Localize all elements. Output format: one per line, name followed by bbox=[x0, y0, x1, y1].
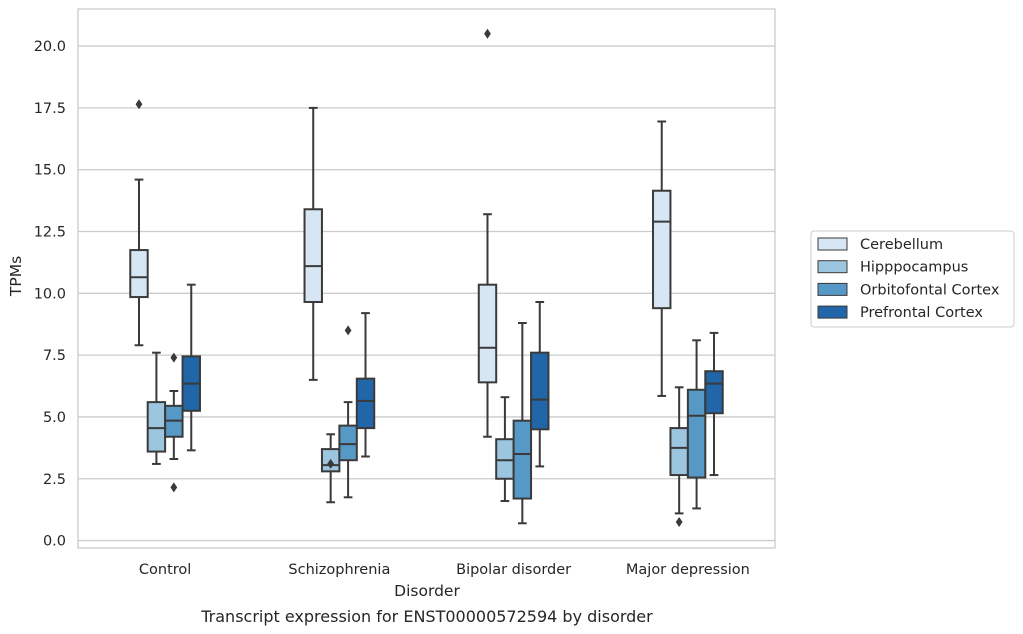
box-prefrontal-cortex bbox=[355, 312, 376, 458]
iqr-box bbox=[355, 377, 376, 430]
iqr-box bbox=[652, 189, 672, 310]
outlier-point bbox=[327, 458, 335, 469]
outlier-point bbox=[170, 482, 178, 493]
iqr-box bbox=[530, 351, 550, 431]
boxes bbox=[129, 28, 724, 528]
box-orbitofontal-cortex bbox=[338, 325, 358, 499]
iqr-box bbox=[146, 401, 167, 453]
iqr-box bbox=[477, 283, 498, 384]
y-tick-label: 17.5 bbox=[34, 101, 66, 117]
y-tick-label: 20.0 bbox=[34, 39, 66, 55]
y-tick-label: 5.0 bbox=[43, 410, 66, 426]
box-prefrontal-cortex bbox=[530, 300, 550, 468]
outlier-point bbox=[484, 28, 491, 39]
iqr-box bbox=[338, 424, 358, 462]
iqr-box bbox=[669, 427, 689, 477]
x-axis-ticks: Control Schizophrenia Bipolar disorder Majo… bbox=[139, 562, 750, 578]
y-axis-title: TPMs bbox=[7, 256, 25, 297]
iqr-box bbox=[704, 370, 724, 415]
x-tick-label: Schizophrenia bbox=[288, 562, 390, 578]
legend-label: Prefrontal Cortex bbox=[860, 305, 983, 321]
legend-swatch bbox=[817, 260, 848, 274]
box-orbitofontal-cortex bbox=[164, 352, 184, 493]
y-tick-label: 7.5 bbox=[43, 348, 66, 364]
legend-frame bbox=[810, 230, 1015, 328]
box-orbitofontal-cortex bbox=[512, 322, 533, 525]
outlier-point bbox=[675, 517, 683, 528]
legend-label: Hipppocampus bbox=[860, 260, 968, 276]
y-tick-label: 10.0 bbox=[34, 286, 66, 302]
outlier-point bbox=[135, 99, 143, 110]
box-orbitofontal-cortex bbox=[686, 339, 707, 510]
box-hipppocampus bbox=[146, 351, 167, 465]
y-tick-label: 2.5 bbox=[43, 472, 66, 488]
outlier-point bbox=[170, 352, 178, 363]
outlier-point bbox=[344, 325, 352, 336]
gridlines bbox=[78, 45, 775, 542]
x-axis-title: Disorder bbox=[394, 582, 460, 600]
y-tick-label: 0.0 bbox=[43, 534, 66, 550]
x-tick-label: Control bbox=[139, 562, 191, 578]
box-cerebellum bbox=[652, 120, 672, 397]
iqr-box bbox=[512, 419, 533, 500]
legend-swatch bbox=[817, 282, 848, 296]
y-tick-label: 12.5 bbox=[34, 225, 66, 241]
legend-swatch bbox=[817, 237, 848, 251]
plot-area-frame bbox=[77, 8, 776, 549]
legend-items: Cerebellum Hipppocampus Orbitofontal Corte… bbox=[817, 237, 1000, 321]
chart-caption: Transcript expression for ENST0000057259… bbox=[200, 607, 653, 626]
iqr-box bbox=[495, 438, 515, 480]
y-axis-ticks: 0.0 2.5 5.0 7.5 10.0 12.5 15.0 17.5 20.0 bbox=[34, 39, 66, 549]
x-tick-label: Bipolar disorder bbox=[456, 562, 571, 578]
box-cerebellum bbox=[303, 106, 323, 381]
box-prefrontal-cortex bbox=[181, 283, 201, 452]
legend-swatch bbox=[817, 305, 848, 319]
legend-label: Orbitofontal Cortex bbox=[860, 282, 1000, 298]
box-hipppocampus bbox=[669, 386, 689, 528]
legend: Cerebellum Hipppocampus Orbitofontal Corte… bbox=[810, 230, 1015, 328]
iqr-box bbox=[303, 208, 323, 303]
legend-label: Cerebellum bbox=[860, 237, 943, 253]
iqr-box bbox=[686, 388, 707, 479]
iqr-box bbox=[129, 249, 149, 299]
box-prefrontal-cortex bbox=[704, 331, 724, 477]
x-tick-label: Major depression bbox=[626, 562, 750, 578]
box-cerebellum bbox=[477, 28, 498, 438]
y-tick-label: 15.0 bbox=[34, 163, 66, 179]
box-cerebellum bbox=[129, 99, 149, 347]
